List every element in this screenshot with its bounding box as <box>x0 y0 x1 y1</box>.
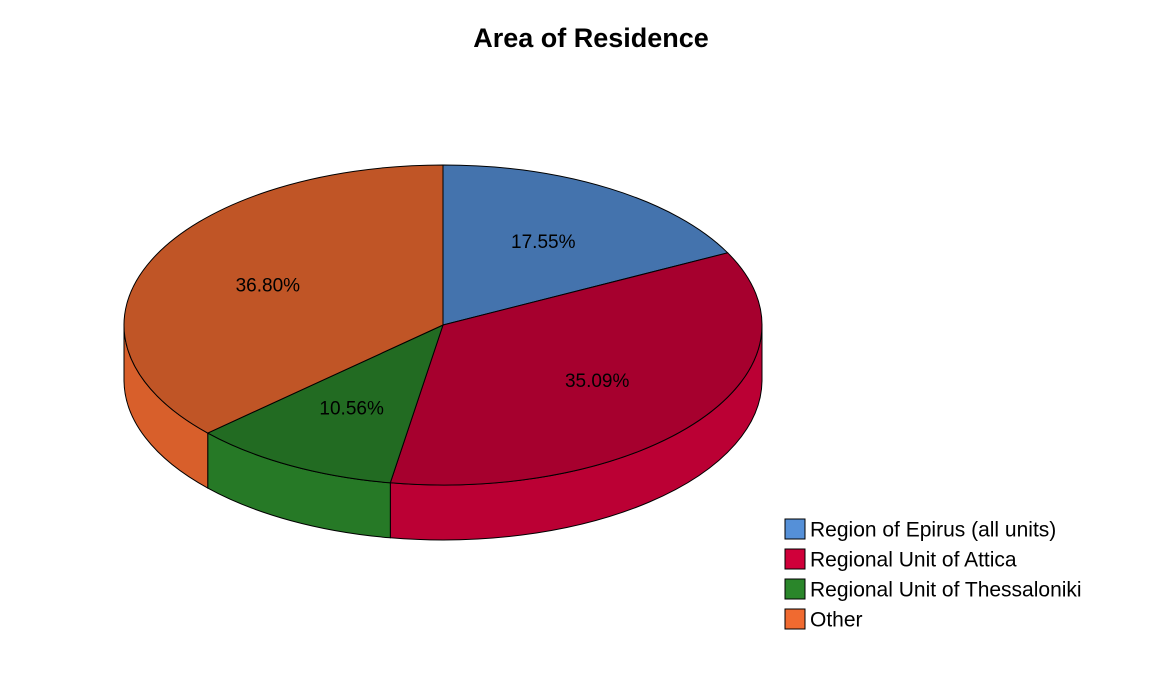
legend-swatch <box>784 608 806 630</box>
legend-label: Other <box>810 609 863 632</box>
legend-label: Regional Unit of Attica <box>810 549 1017 572</box>
legend-label: Region of Epirus (all units) <box>810 519 1056 542</box>
data-label: 10.56% <box>319 398 384 419</box>
data-label: 35.09% <box>565 371 630 392</box>
pie-slice <box>206 324 444 484</box>
legend-label: Regional Unit of Thessaloniki <box>810 579 1082 602</box>
pie-slice <box>442 164 729 326</box>
pie-slice <box>123 164 444 434</box>
data-label: 17.55% <box>511 232 576 253</box>
chart-title: Area of Residence <box>473 23 709 53</box>
pie-slice <box>389 252 763 486</box>
legend-swatch <box>784 578 806 600</box>
legend-swatch <box>784 548 806 570</box>
legend-swatch <box>784 518 806 540</box>
data-label: 36.80% <box>236 275 301 296</box>
